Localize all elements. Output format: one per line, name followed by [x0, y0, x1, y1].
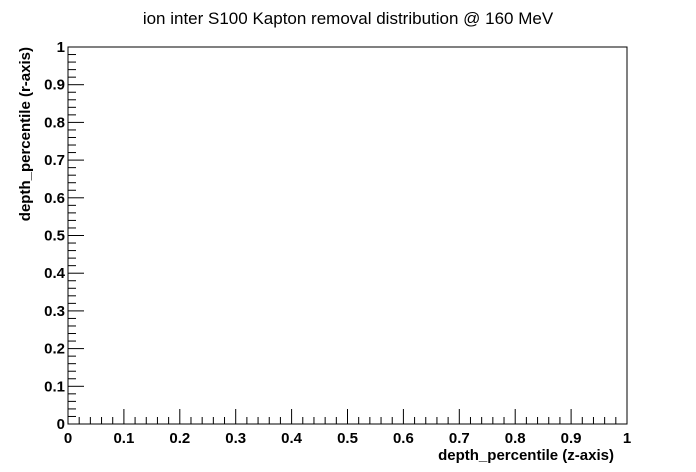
y-tick-label: 0 — [57, 416, 65, 433]
x-tick-label: 0.1 — [113, 430, 134, 447]
x-axis: 0 0.1 0.2 0.3 0.4 0.5 0.6 0.7 0.8 0.9 1 — [64, 409, 631, 447]
x-tick-label: 0.7 — [449, 430, 470, 447]
y-axis-label: depth_percentile (r-axis) — [17, 47, 34, 221]
x-tick-label: 0.8 — [505, 430, 526, 447]
x-axis-label: depth_percentile (z-axis) — [438, 447, 614, 464]
y-tick-label: 0.8 — [44, 114, 65, 131]
y-tick-label: 0.3 — [44, 303, 65, 320]
y-tick-label: 0.1 — [44, 378, 65, 395]
x-tick-label: 0.4 — [281, 430, 303, 447]
x-tick-label: 0.2 — [169, 430, 190, 447]
y-tick-label: 0.6 — [44, 190, 65, 207]
x-tick-label: 0 — [64, 430, 72, 447]
x-tick-label: 0.9 — [561, 430, 582, 447]
x-tick-label: 1 — [623, 430, 631, 447]
y-tick-label: 0.5 — [44, 228, 65, 245]
x-tick-label: 0.3 — [225, 430, 246, 447]
y-tick-label: 0.4 — [44, 265, 66, 282]
chart-title: ion inter S100 Kapton removal distributi… — [143, 9, 554, 28]
y-tick-label: 1 — [57, 39, 65, 56]
y-tick-label: 0.7 — [44, 152, 65, 169]
y-tick-label: 0.2 — [44, 341, 65, 358]
x-tick-label: 0.5 — [337, 430, 358, 447]
y-tick-label: 0.9 — [44, 77, 65, 94]
x-tick-label: 0.6 — [393, 430, 414, 447]
y-axis: 0 0.1 0.2 0.3 0.4 0.5 0.6 0.7 0.8 0.9 1 — [44, 39, 84, 433]
